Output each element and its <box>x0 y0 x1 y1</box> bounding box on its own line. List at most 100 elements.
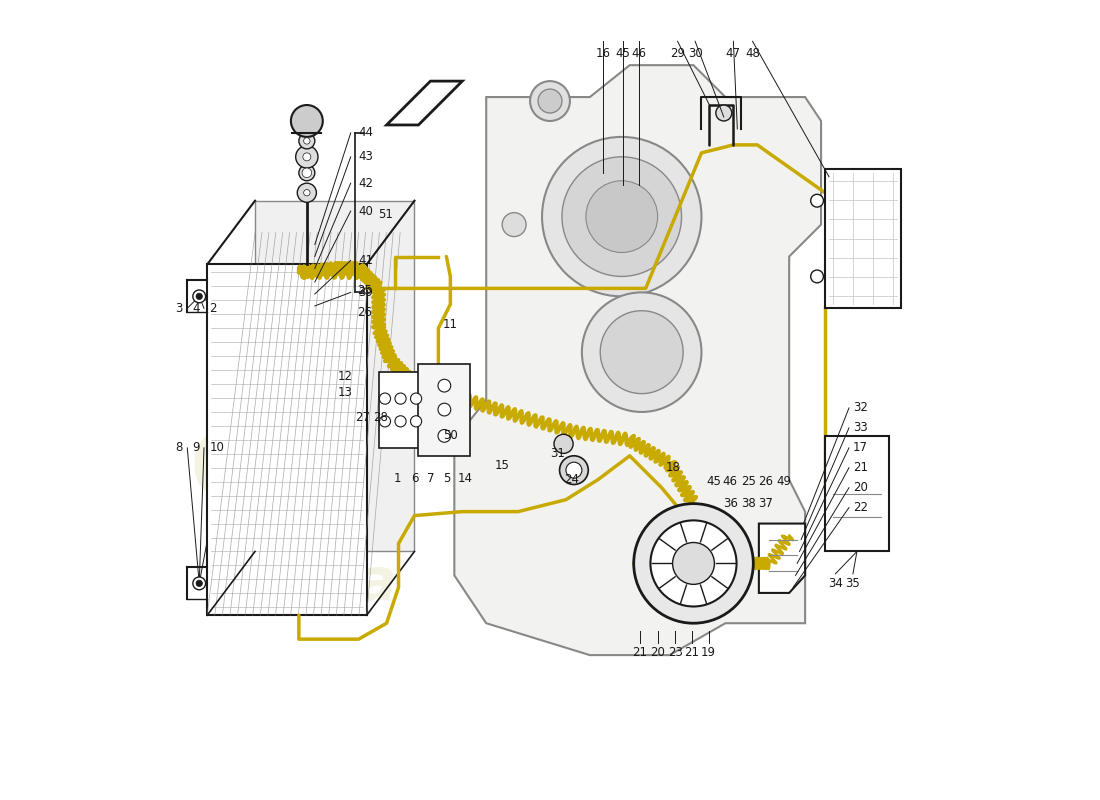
Circle shape <box>379 393 390 404</box>
Circle shape <box>562 157 682 277</box>
Text: 25: 25 <box>358 284 373 298</box>
Circle shape <box>634 504 754 623</box>
Text: 42: 42 <box>359 177 374 190</box>
Circle shape <box>565 462 582 478</box>
Text: a pa: a pa <box>256 555 397 612</box>
Text: 32: 32 <box>852 402 868 414</box>
Text: 12: 12 <box>338 370 353 382</box>
Circle shape <box>196 580 202 586</box>
Text: 21: 21 <box>632 646 648 659</box>
Bar <box>418 364 471 456</box>
Text: eL: eL <box>189 403 353 524</box>
Text: 36: 36 <box>723 497 738 510</box>
Bar <box>207 265 366 615</box>
Text: 23: 23 <box>668 646 683 659</box>
Circle shape <box>296 146 318 168</box>
Circle shape <box>554 434 573 454</box>
Circle shape <box>503 213 526 237</box>
Text: 28: 28 <box>374 411 388 424</box>
Text: europ: europ <box>504 363 756 437</box>
Text: 15: 15 <box>495 459 509 472</box>
Bar <box>378 372 422 448</box>
Text: a pa: a pa <box>560 482 668 525</box>
Circle shape <box>601 310 683 394</box>
Text: 20: 20 <box>650 646 666 659</box>
Circle shape <box>538 89 562 113</box>
Circle shape <box>290 105 322 137</box>
Circle shape <box>438 403 451 416</box>
Text: 24: 24 <box>564 474 579 486</box>
Text: 34: 34 <box>828 577 843 590</box>
Text: 51: 51 <box>378 208 394 221</box>
Text: 14: 14 <box>458 472 472 485</box>
Text: 38: 38 <box>741 497 756 510</box>
Text: 29: 29 <box>670 46 685 60</box>
Circle shape <box>395 416 406 427</box>
Text: 9: 9 <box>192 442 200 454</box>
Text: 27: 27 <box>355 411 371 424</box>
Circle shape <box>716 105 732 121</box>
Circle shape <box>410 393 421 404</box>
Text: 21: 21 <box>852 462 868 474</box>
Text: 44: 44 <box>359 126 374 139</box>
Circle shape <box>192 290 206 302</box>
Text: 6: 6 <box>410 472 418 485</box>
Text: 20: 20 <box>852 481 868 494</box>
Polygon shape <box>255 201 415 551</box>
Polygon shape <box>386 81 462 125</box>
Bar <box>825 436 889 551</box>
Text: 26: 26 <box>758 475 772 488</box>
Circle shape <box>811 194 824 207</box>
Circle shape <box>560 456 588 485</box>
Text: 39: 39 <box>359 286 374 299</box>
Text: 46: 46 <box>631 46 647 60</box>
Text: 31: 31 <box>550 447 565 460</box>
Text: 40: 40 <box>359 205 374 218</box>
Circle shape <box>586 181 658 253</box>
Circle shape <box>530 81 570 121</box>
Circle shape <box>650 520 737 606</box>
Text: 49: 49 <box>777 475 791 488</box>
Circle shape <box>192 577 206 590</box>
Text: 33: 33 <box>852 422 868 434</box>
Text: 48: 48 <box>745 46 760 60</box>
Circle shape <box>304 138 310 144</box>
Text: 46: 46 <box>723 475 738 488</box>
Circle shape <box>304 190 310 196</box>
Text: 18: 18 <box>667 462 681 474</box>
Circle shape <box>196 293 202 299</box>
Text: 10: 10 <box>209 442 224 454</box>
Circle shape <box>410 416 421 427</box>
Text: 13: 13 <box>338 386 353 398</box>
Text: 26: 26 <box>358 306 373 319</box>
Circle shape <box>299 165 315 181</box>
Text: 35: 35 <box>846 577 860 590</box>
Circle shape <box>395 393 406 404</box>
Circle shape <box>302 168 311 178</box>
Text: 47: 47 <box>726 46 741 60</box>
Circle shape <box>582 292 702 412</box>
Text: 17: 17 <box>852 442 868 454</box>
Text: 22: 22 <box>852 501 868 514</box>
Bar <box>825 169 901 308</box>
Circle shape <box>811 270 824 283</box>
Text: 41: 41 <box>359 254 374 267</box>
Text: 19: 19 <box>701 646 716 659</box>
Circle shape <box>438 430 451 442</box>
Polygon shape <box>454 65 821 655</box>
Polygon shape <box>759 523 805 593</box>
Text: 43: 43 <box>359 150 374 163</box>
Circle shape <box>438 379 451 392</box>
Text: 21: 21 <box>684 646 700 659</box>
Text: 4: 4 <box>192 302 200 315</box>
Text: 16: 16 <box>596 46 611 60</box>
Text: 7: 7 <box>427 472 434 485</box>
Circle shape <box>379 416 390 427</box>
Text: 2: 2 <box>209 302 217 315</box>
Text: 45: 45 <box>615 46 630 60</box>
Text: 30: 30 <box>688 46 703 60</box>
Text: 45: 45 <box>706 475 721 488</box>
Circle shape <box>672 542 714 584</box>
Text: 3: 3 <box>176 302 183 315</box>
Circle shape <box>302 153 311 161</box>
